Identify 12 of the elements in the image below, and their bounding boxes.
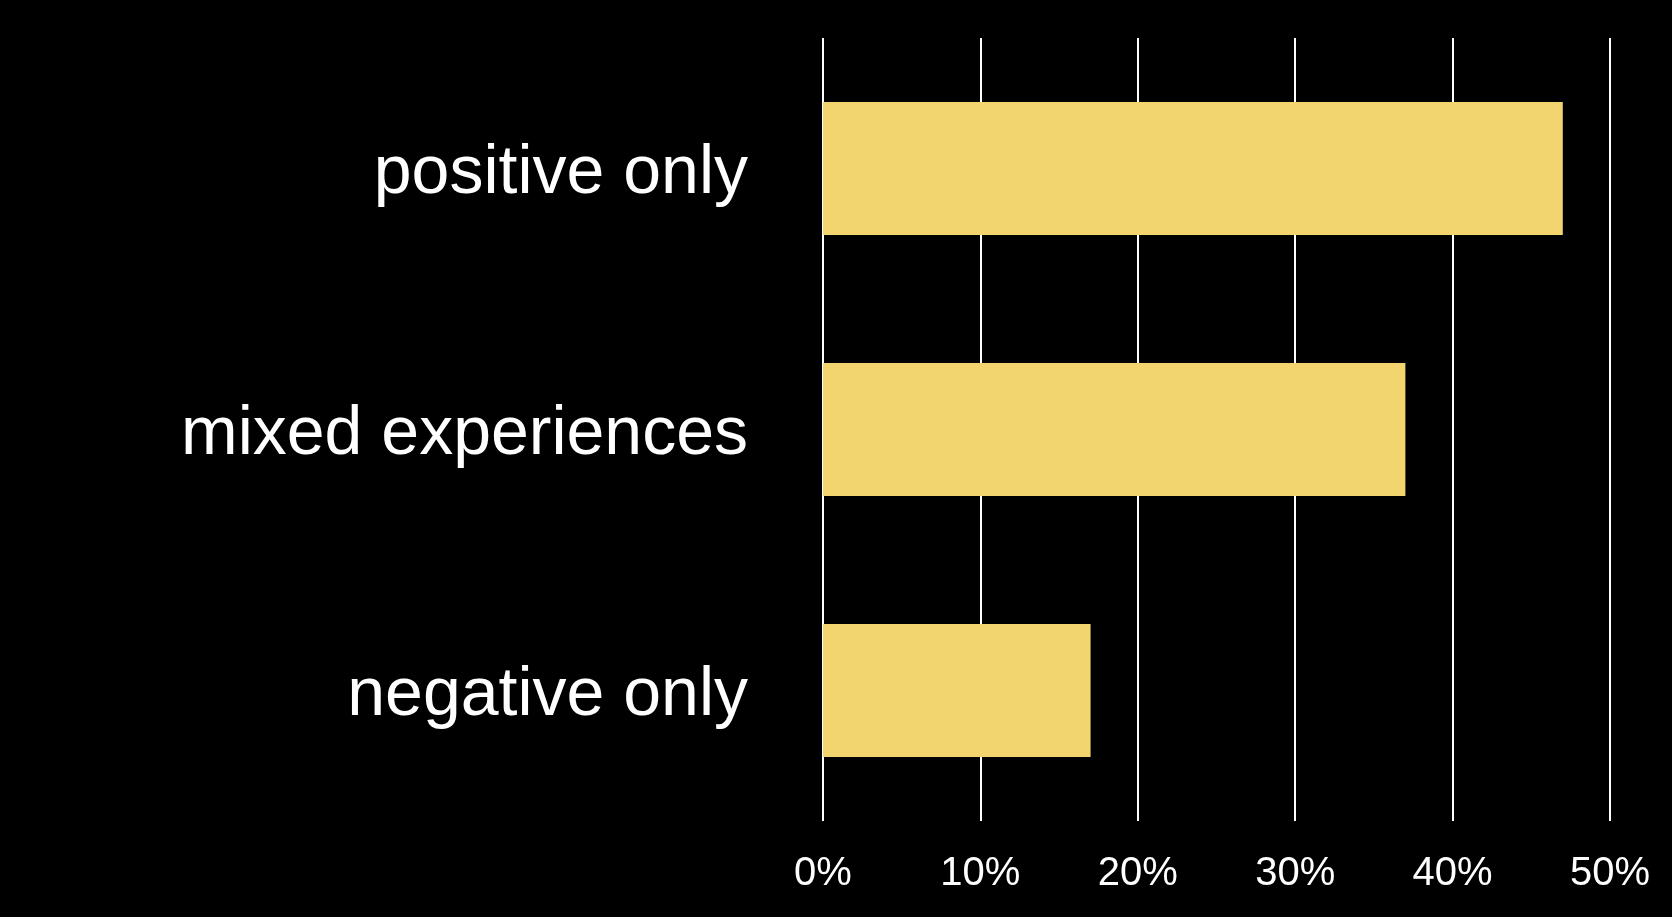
x-tick-label: 10%	[940, 849, 1021, 893]
x-tick-label: 50%	[1569, 849, 1651, 893]
y-tick-label: positive only	[373, 130, 748, 207]
x-tick-label: 40%	[1412, 849, 1493, 893]
y-tick-label: negative only	[347, 652, 748, 729]
x-tick-label: 0%	[794, 849, 852, 893]
x-tick-label: 20%	[1097, 849, 1178, 893]
bar	[823, 362, 1406, 497]
bar	[823, 623, 1091, 758]
bar	[823, 101, 1563, 236]
y-tick-label: mixed experiences	[181, 391, 748, 468]
x-tick-label: 30%	[1255, 849, 1336, 893]
